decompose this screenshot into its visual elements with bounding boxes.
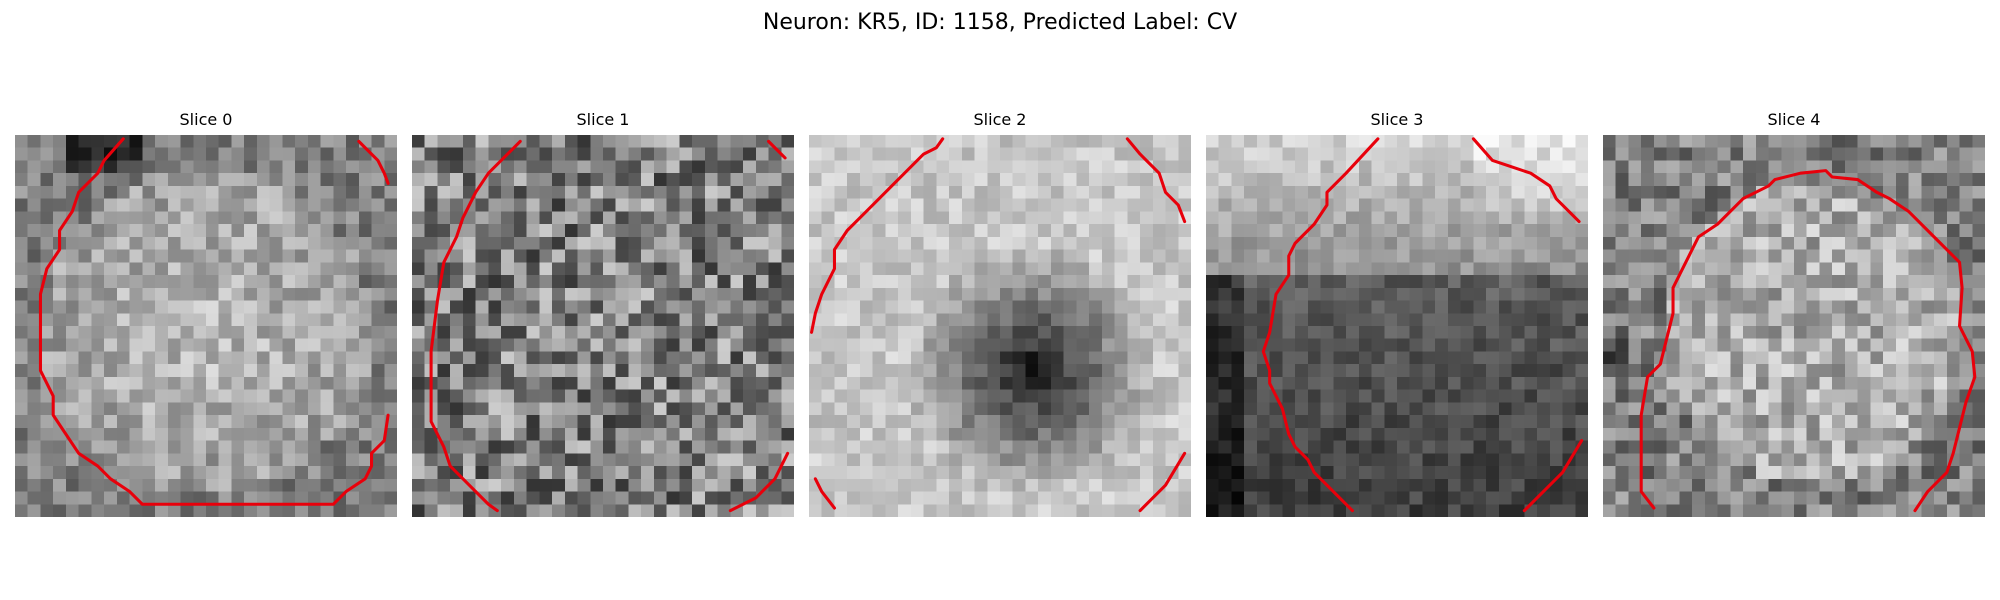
contour-line: [810, 137, 945, 334]
contour-line: [38, 137, 390, 506]
slice-pixel-grid: [809, 135, 1191, 517]
slice-image: [1206, 135, 1588, 517]
slice-pixel-grid: [1206, 135, 1588, 517]
contour-line: [767, 139, 787, 160]
slice-pixel-grid: [412, 135, 794, 517]
slice-image: [15, 135, 397, 517]
slice-title: Slice 4: [1767, 110, 1821, 129]
slice-title: Slice 3: [1370, 110, 1424, 129]
slice-image: [412, 135, 794, 517]
contour-line: [1522, 439, 1584, 513]
slice-image: [1603, 135, 1985, 517]
contour-line: [1471, 137, 1581, 224]
figure-title: Neuron: KR5, ID: 1158, Predicted Label: …: [762, 10, 1238, 35]
slice-pixel-grid: [15, 135, 397, 517]
contour-line: [1261, 137, 1380, 513]
slice-pixel-grid: [1603, 135, 1985, 517]
contour-line: [728, 451, 790, 513]
slice-title: Slice 0: [179, 110, 233, 129]
slice-image: [809, 135, 1191, 517]
contour-line: [813, 477, 836, 510]
contour-line: [357, 139, 390, 185]
contour-line: [1138, 451, 1187, 513]
contour-line: [1125, 137, 1187, 224]
contour-line: [1639, 169, 1977, 513]
slice-title: Slice 1: [576, 110, 630, 129]
slice-title: Slice 2: [973, 110, 1027, 129]
contour-line: [429, 139, 522, 513]
